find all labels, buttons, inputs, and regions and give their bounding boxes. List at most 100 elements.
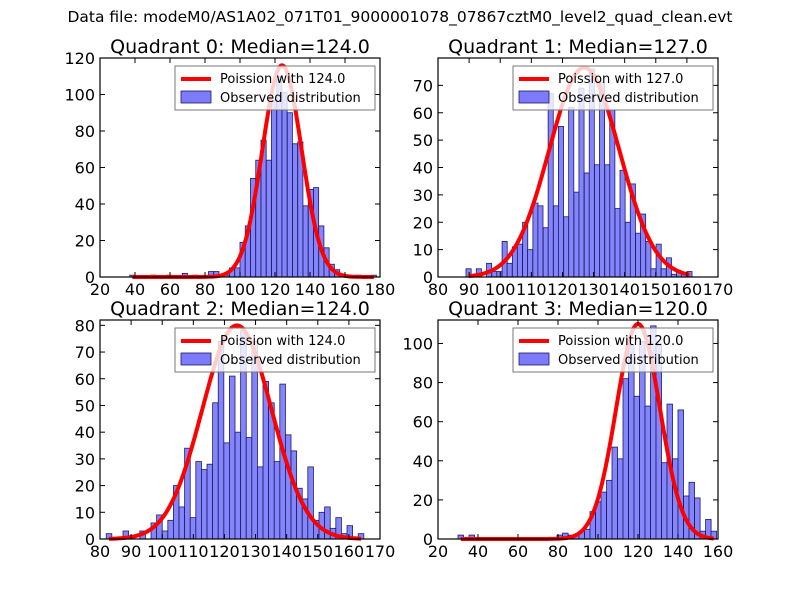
histogram-bar <box>496 271 503 278</box>
x-tick-label: 80 <box>195 280 215 299</box>
y-tick-label: 0 <box>85 268 95 287</box>
legend: Poission with 124.0 Observed distribution <box>174 65 376 111</box>
y-tick-label: 60 <box>75 370 95 389</box>
histogram-bar <box>604 164 611 278</box>
x-tick-label: 160 <box>330 280 361 299</box>
histogram-bar <box>516 243 523 278</box>
histogram-bar <box>537 205 544 278</box>
x-tick-label: 140 <box>609 280 640 299</box>
histogram-bar <box>229 375 236 540</box>
histogram-bar <box>206 463 214 540</box>
x-tick-label: 20 <box>428 542 448 561</box>
histogram-bar <box>302 205 309 278</box>
x-tick-label: 80 <box>90 542 110 561</box>
y-tick-label: 0 <box>423 268 433 287</box>
x-tick-label: 140 <box>295 280 326 299</box>
x-tick-label: 60 <box>508 542 528 561</box>
histogram-bar <box>633 395 640 540</box>
histogram-bar <box>195 461 202 540</box>
histogram-bar <box>281 92 288 278</box>
axes-frame <box>437 319 719 540</box>
histogram-bar <box>262 381 270 540</box>
y-tick-label: 0 <box>85 530 95 549</box>
y-tick-label: 60 <box>413 104 433 123</box>
x-tick-label: 170 <box>703 280 734 299</box>
y-tick-label: 10 <box>413 241 433 260</box>
histogram-bar <box>257 466 264 540</box>
histogram-bar <box>273 461 281 540</box>
y-tick-label: 100 <box>64 86 95 105</box>
poisson-curve <box>108 323 362 541</box>
legend: Poission with 120.0 Observed distribution <box>512 327 714 373</box>
x-tick-label: 160 <box>334 542 365 561</box>
histogram-bar <box>234 267 241 278</box>
x-tick-label: 40 <box>468 542 488 561</box>
x-tick-label: 100 <box>583 542 614 561</box>
histogram-bar <box>614 208 621 278</box>
histogram-bar <box>568 106 575 278</box>
subplot-quadrant-2: 80 90 100 110 120 130 140 150 160 170 0 10 20 30 40 50 6… <box>75 298 396 561</box>
x-tick-label: 120 <box>260 280 291 299</box>
histogram-bar <box>234 431 242 540</box>
x-tick-label: 140 <box>663 542 694 561</box>
subplot-quadrant-0: 20 40 60 80 100 120 140 160 180020406080100120Qu… <box>64 36 395 299</box>
histogram-bar <box>677 409 684 540</box>
legend-bar-swatch <box>180 90 212 104</box>
x-tick-label: 120 <box>209 542 240 561</box>
y-tick-label: 10 <box>75 503 95 522</box>
subplot-quadrant-3: 20 40 60 80 100 120 140 160020406080100Quadrant… <box>402 298 733 561</box>
histogram-bar <box>532 202 539 278</box>
legend-label-poisson: Poission with 124.0 <box>220 334 345 349</box>
histogram-bar <box>611 446 618 540</box>
y-tick-label: 60 <box>75 159 95 178</box>
subplot-title: Quadrant 1: Median=127.0 <box>448 36 708 58</box>
x-tick-label: 100 <box>147 542 178 561</box>
x-tick-label: 90 <box>121 542 141 561</box>
x-tick-label: 130 <box>578 280 609 299</box>
histogram-bar <box>285 434 292 540</box>
subplot-quadrant-1: 80 90 100 110 120 130 140 150 160 170 0 10 20 30 40 50 6… <box>413 36 734 299</box>
histogram-bar <box>178 506 186 540</box>
histogram-bar <box>606 479 613 540</box>
x-tick-label: 160 <box>703 542 734 561</box>
y-tick-label: 20 <box>413 213 433 232</box>
histogram-bar <box>212 402 219 540</box>
x-tick-label: 100 <box>485 280 516 299</box>
x-tick-label: 80 <box>548 542 568 561</box>
x-tick-label: 20 <box>90 280 110 299</box>
y-tick-label: 80 <box>75 122 95 141</box>
histogram-bar <box>563 216 570 278</box>
x-tick-label: 120 <box>623 542 654 561</box>
histogram-bar <box>547 93 554 278</box>
histogram-bar <box>584 528 591 540</box>
histogram-bar <box>622 378 629 540</box>
y-tick-label: 30 <box>75 450 95 469</box>
legend-label-poisson: Poission with 124.0 <box>220 72 345 87</box>
histogram-bar <box>506 262 513 278</box>
y-tick-label: 120 <box>64 49 95 68</box>
x-tick-label: 100 <box>225 280 256 299</box>
y-tick-label: 40 <box>75 423 95 442</box>
histogram-bar <box>553 205 559 278</box>
histogram-bar <box>161 530 169 540</box>
histogram-bar <box>635 232 642 278</box>
histogram-bar <box>167 519 174 540</box>
histogram-bar <box>223 442 230 540</box>
x-tick-label: 120 <box>547 280 578 299</box>
histogram-bar <box>599 82 606 278</box>
y-tick-label: 80 <box>413 374 433 393</box>
histogram-bar <box>290 450 298 540</box>
histogram-bar <box>645 241 652 278</box>
histogram-bar <box>624 221 631 278</box>
legend: Poission with 127.0 Observed distribution <box>512 65 714 111</box>
histogram-bar <box>583 172 590 278</box>
axes-frame <box>99 319 381 540</box>
histogram-bar <box>542 227 549 278</box>
y-tick-label: 60 <box>413 413 433 432</box>
histogram-bar <box>617 458 624 540</box>
x-tick-label: 150 <box>641 280 672 299</box>
subplot-title: Quadrant 0: Median=124.0 <box>110 36 370 58</box>
x-tick-label: 60 <box>160 280 180 299</box>
legend-label-observed: Observed distribution <box>220 353 361 368</box>
